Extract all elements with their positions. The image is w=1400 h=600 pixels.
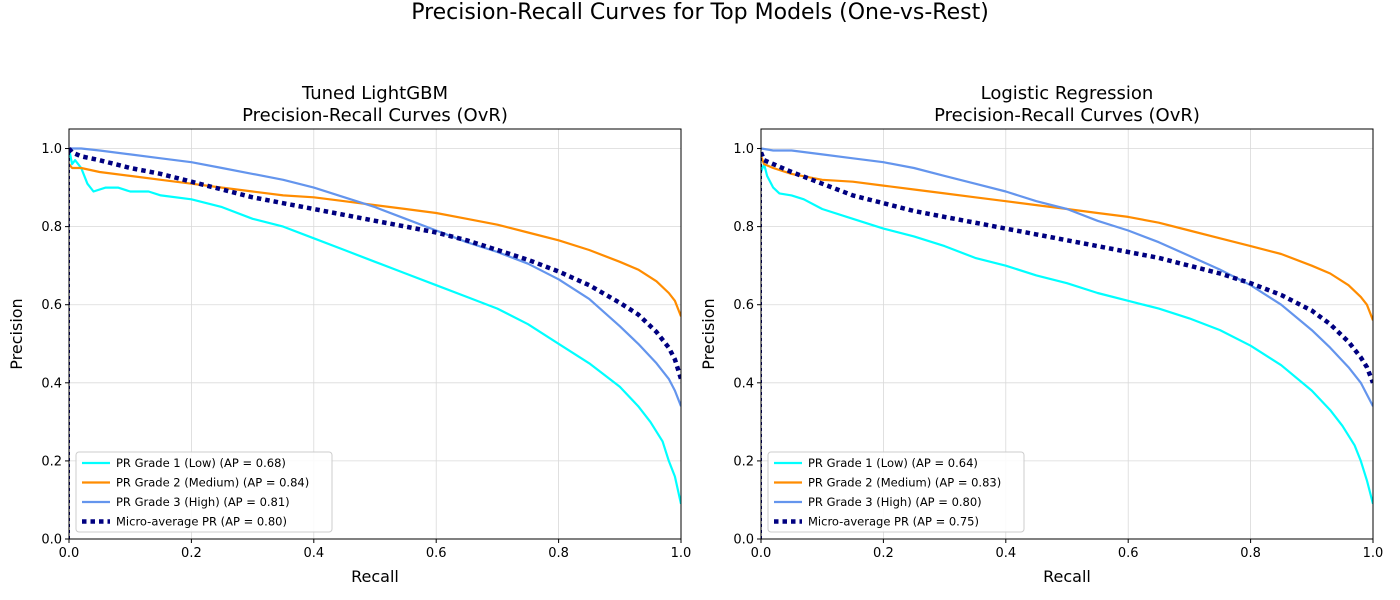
y-tick-label: 0.6 (41, 298, 62, 313)
x-tick-label: 0.8 (1240, 546, 1261, 561)
axes-frame (760, 128, 1374, 540)
series-line-3 (761, 147, 1373, 407)
legend-label-2: PR Grade 2 (Medium) (AP = 0.84) (116, 476, 309, 490)
y-tick-label: 0.0 (733, 533, 754, 548)
series-line-1 (69, 148, 681, 505)
legend-label-1: PR Grade 1 (Low) (AP = 0.68) (116, 456, 286, 470)
legend: PR Grade 1 (Low) (AP = 0.64) PR Grade 2 (… (767, 451, 1025, 533)
series-line-4 (69, 147, 681, 380)
x-tick-label: 0.6 (1118, 546, 1139, 561)
panel-title: Tuned LightGBM (301, 83, 448, 104)
x-tick-label: 0.0 (751, 546, 772, 561)
y-tick-label: 0.2 (733, 454, 754, 469)
legend: PR Grade 1 (Low) (AP = 0.68) PR Grade 2 (… (75, 451, 333, 533)
x-tick-label: 0.6 (426, 546, 447, 561)
y-tick-label: 0.8 (41, 220, 62, 235)
x-axis-label: Recall (351, 567, 399, 586)
y-tick-label: 0.4 (41, 376, 62, 391)
panel-title: Logistic Regression (981, 83, 1154, 104)
legend-label-4: Micro-average PR (AP = 0.80) (116, 515, 287, 529)
y-tick-label: 1.0 (733, 142, 754, 157)
y-tick-label: 1.0 (41, 142, 62, 157)
figure-title: Precision-Recall Curves for Top Models (… (411, 0, 989, 25)
x-tick-label: 0.2 (873, 546, 894, 561)
series-line-1 (761, 163, 1373, 505)
x-tick-label: 0.4 (995, 546, 1016, 561)
x-tick-label: 0.2 (181, 546, 202, 561)
y-axis-label: Precision (7, 298, 26, 369)
x-tick-label: 0.8 (548, 546, 569, 561)
y-tick-label: 0.6 (733, 298, 754, 313)
y-tick-label: 0.4 (733, 376, 754, 391)
x-axis-label: Recall (1043, 567, 1091, 586)
legend-label-3: PR Grade 3 (High) (AP = 0.80) (808, 495, 982, 509)
legend-label-4: Micro-average PR (AP = 0.75) (808, 515, 979, 529)
legend-box (75, 451, 333, 533)
series-line-4 (761, 151, 1373, 384)
y-tick-label: 0.2 (41, 454, 62, 469)
series-group (69, 147, 681, 539)
panel-subtitle: Precision-Recall Curves (OvR) (934, 105, 1200, 126)
x-tick-label: 1.0 (1363, 546, 1384, 561)
y-tick-label: 0.0 (41, 533, 62, 548)
series-line-2 (761, 155, 1373, 321)
series-line-2 (69, 163, 681, 317)
x-tick-label: 1.0 (671, 546, 692, 561)
axes-frame (68, 128, 682, 540)
x-tick-label: 0.0 (59, 546, 80, 561)
legend-label-1: PR Grade 1 (Low) (AP = 0.64) (808, 456, 978, 470)
legend-label-3: PR Grade 3 (High) (AP = 0.81) (116, 495, 290, 509)
series-line-3 (69, 147, 681, 407)
legend-label-2: PR Grade 2 (Medium) (AP = 0.83) (808, 476, 1001, 490)
series-group (761, 147, 1373, 539)
y-axis-label: Precision (699, 298, 718, 369)
y-tick-label: 0.8 (733, 220, 754, 235)
x-tick-label: 0.4 (303, 546, 324, 561)
legend-box (767, 451, 1025, 533)
panel-subtitle: Precision-Recall Curves (OvR) (242, 105, 508, 126)
